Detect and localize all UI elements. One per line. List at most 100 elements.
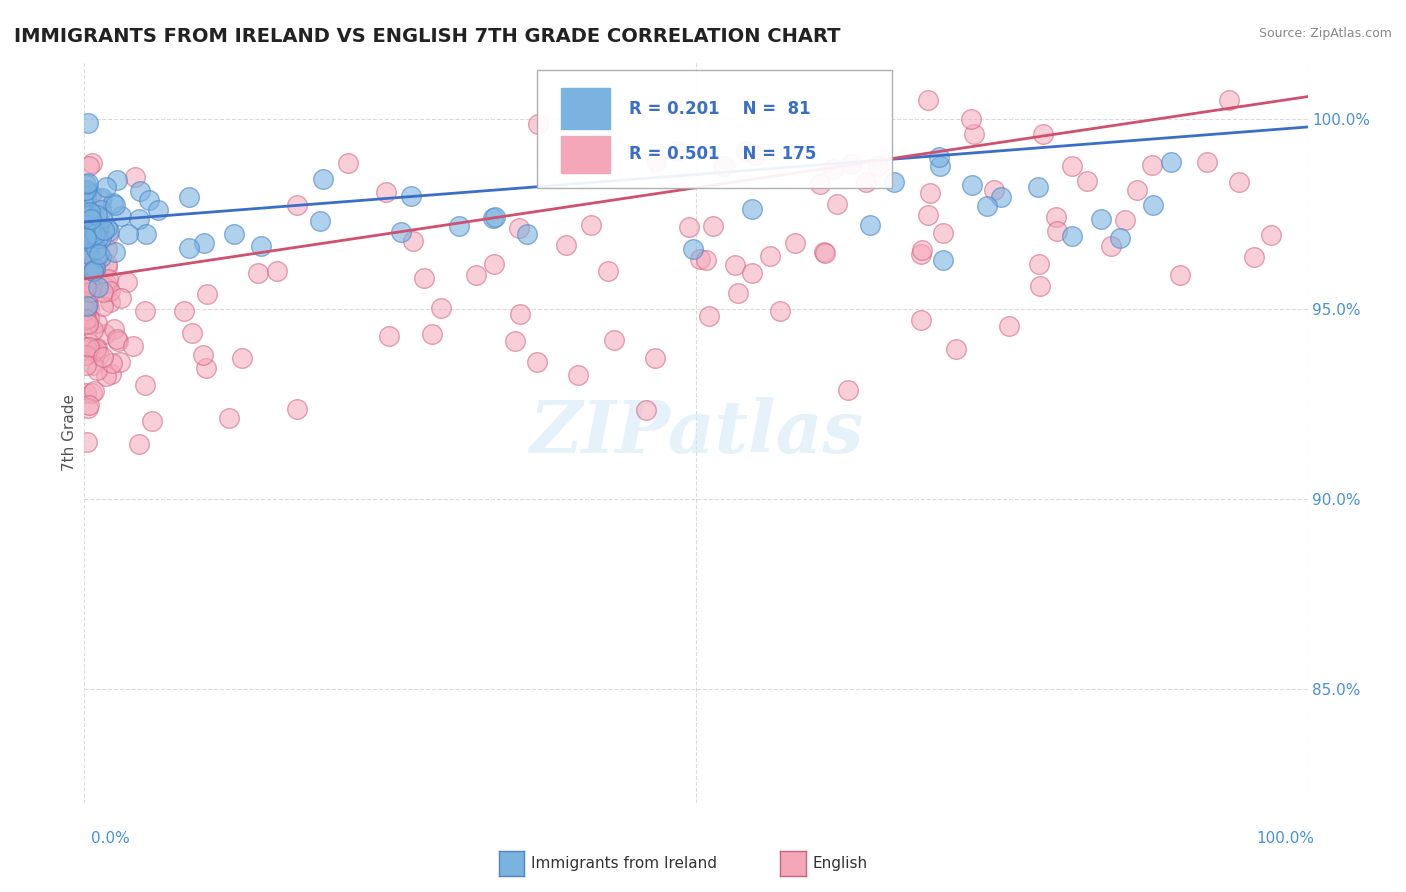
Point bbox=[82, 214, 104, 228]
Text: Source: ZipAtlas.com: Source: ZipAtlas.com bbox=[1258, 27, 1392, 40]
Point bbox=[917, 208, 939, 222]
Point bbox=[83, 240, 105, 254]
Point bbox=[1142, 198, 1164, 212]
Point bbox=[75, 281, 97, 295]
Point bbox=[516, 227, 538, 242]
Point bbox=[77, 398, 100, 412]
Point bbox=[634, 402, 657, 417]
Point bbox=[77, 316, 100, 330]
Point bbox=[713, 159, 735, 173]
Point bbox=[104, 244, 127, 259]
Point bbox=[963, 127, 986, 141]
Point bbox=[945, 342, 967, 356]
Point bbox=[93, 223, 115, 237]
Point bbox=[76, 209, 98, 223]
Point bbox=[1109, 231, 1132, 245]
Point bbox=[177, 190, 200, 204]
Point bbox=[484, 211, 506, 225]
Point bbox=[866, 159, 889, 173]
Point bbox=[98, 284, 121, 298]
Point bbox=[91, 285, 114, 299]
Point bbox=[96, 260, 118, 275]
Point bbox=[76, 297, 98, 311]
Point bbox=[80, 259, 103, 273]
Point bbox=[644, 351, 666, 366]
Point bbox=[76, 302, 98, 317]
Point bbox=[141, 414, 163, 428]
Text: Immigrants from Ireland: Immigrants from Ireland bbox=[531, 856, 717, 871]
Point bbox=[482, 211, 505, 225]
Point bbox=[837, 383, 859, 397]
Point bbox=[91, 299, 114, 313]
Point bbox=[1090, 211, 1112, 226]
Point bbox=[77, 301, 100, 315]
Point bbox=[75, 251, 97, 265]
Point bbox=[87, 245, 110, 260]
Point bbox=[883, 175, 905, 189]
Point bbox=[1114, 213, 1136, 227]
Point bbox=[509, 307, 531, 321]
Point bbox=[336, 156, 359, 170]
Point bbox=[76, 227, 98, 241]
Point bbox=[911, 244, 934, 258]
Point bbox=[87, 220, 110, 235]
Point bbox=[75, 359, 97, 373]
Point bbox=[678, 220, 700, 235]
Point bbox=[932, 252, 955, 267]
Point bbox=[1046, 224, 1069, 238]
Point bbox=[86, 231, 108, 245]
Point bbox=[218, 411, 240, 425]
Point bbox=[682, 242, 704, 256]
Text: 0.0%: 0.0% bbox=[91, 831, 131, 846]
Point bbox=[86, 208, 108, 222]
Point bbox=[859, 218, 882, 232]
Point bbox=[90, 211, 112, 225]
Point bbox=[96, 257, 118, 271]
Point bbox=[482, 257, 505, 271]
Point bbox=[759, 249, 782, 263]
Point bbox=[910, 247, 932, 261]
Point bbox=[1160, 155, 1182, 169]
Point bbox=[76, 218, 98, 232]
Point bbox=[374, 185, 396, 199]
Point bbox=[1032, 127, 1054, 141]
Point bbox=[76, 299, 98, 313]
Point bbox=[94, 179, 117, 194]
Point bbox=[115, 276, 138, 290]
Point bbox=[146, 202, 169, 217]
Point bbox=[389, 225, 412, 239]
Point bbox=[231, 351, 253, 365]
Point bbox=[839, 157, 862, 171]
Point bbox=[249, 239, 271, 253]
Point bbox=[177, 241, 200, 255]
Text: R = 0.501    N = 175: R = 0.501 N = 175 bbox=[628, 145, 815, 162]
Point bbox=[108, 355, 131, 369]
Point bbox=[80, 230, 103, 244]
FancyBboxPatch shape bbox=[537, 70, 891, 188]
Point bbox=[1168, 268, 1191, 282]
Point bbox=[785, 235, 807, 250]
Point bbox=[84, 222, 107, 236]
Y-axis label: 7th Grade: 7th Grade bbox=[62, 394, 77, 471]
Point bbox=[84, 260, 107, 274]
Point bbox=[79, 285, 101, 299]
Point bbox=[75, 194, 97, 208]
Point bbox=[96, 243, 118, 257]
Point bbox=[100, 367, 122, 381]
Point bbox=[1045, 210, 1067, 224]
Point bbox=[77, 288, 100, 302]
Point bbox=[80, 212, 103, 227]
Point bbox=[77, 245, 100, 260]
Point bbox=[96, 281, 118, 295]
Point bbox=[83, 235, 105, 249]
Point bbox=[77, 208, 100, 222]
Point bbox=[962, 178, 984, 192]
Point bbox=[77, 159, 100, 173]
Point bbox=[567, 368, 589, 382]
Point bbox=[105, 172, 128, 186]
Point bbox=[665, 144, 688, 158]
Point bbox=[104, 197, 127, 211]
Point bbox=[80, 156, 103, 170]
Point bbox=[83, 384, 105, 399]
Point bbox=[90, 250, 112, 264]
